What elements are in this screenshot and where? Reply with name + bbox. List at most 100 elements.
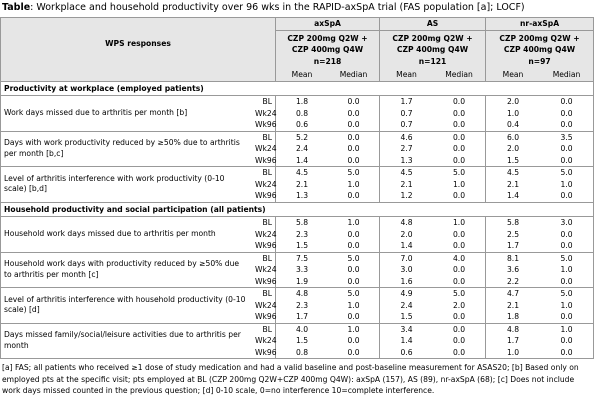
timepoint: BL bbox=[252, 323, 276, 335]
value-cell: 6.0 bbox=[506, 132, 520, 142]
value-cell: 2.0 bbox=[506, 97, 520, 106]
value-cell: 1.0 bbox=[506, 108, 520, 118]
value-cell: 0.0 bbox=[328, 346, 380, 359]
row-label: Days missed family/social/leisure activi… bbox=[1, 324, 252, 359]
row-label-header: WPS responses bbox=[1, 18, 276, 69]
treatment-line: CZP 200mg Q2W + bbox=[392, 33, 473, 43]
value-cell: 1.5 bbox=[486, 155, 541, 167]
data-row: Days missed family/social/leisure activi… bbox=[1, 323, 594, 359]
empty-cell bbox=[1, 69, 276, 82]
value-cell: 5.0 bbox=[540, 288, 594, 300]
value-cell: 0.7 bbox=[380, 119, 433, 132]
value-cell: 2.1 bbox=[400, 179, 413, 189]
value-cell: 0.0 bbox=[433, 131, 487, 143]
data-row: Days with work productivity reduced by ≥… bbox=[1, 131, 594, 167]
row-label: Household work days with productivity re… bbox=[1, 253, 252, 288]
group-treatment: CZP 200mg Q2W + CZP 400mg Q4W n=97 bbox=[486, 30, 594, 69]
value-cell: 0.0 bbox=[433, 190, 487, 203]
value-cell: 3.6 bbox=[506, 265, 520, 274]
value-cell: 0.0 bbox=[433, 275, 487, 288]
value-cell: 0.0 bbox=[433, 154, 487, 167]
stat-header: Median bbox=[540, 69, 594, 82]
value-cell: 1.2 bbox=[380, 190, 433, 203]
value-cell: 0.0 bbox=[540, 335, 594, 347]
title-text: : Workplace and household productivity o… bbox=[30, 2, 525, 13]
treatment-line: CZP 200mg Q2W + bbox=[499, 33, 580, 43]
value-cell: 4.7 bbox=[506, 289, 520, 298]
treatment-line: CZP 400mg Q4W bbox=[503, 45, 576, 54]
value-cell: 2.4 bbox=[400, 300, 413, 310]
data-row: Level of arthritis interference with hou… bbox=[1, 288, 594, 324]
timepoint: Wk96 bbox=[252, 154, 277, 167]
value-cell: 0.0 bbox=[433, 335, 487, 347]
data-row: Wk96 1.5 0.0 1.4 0.0 1.7 0.0 bbox=[1, 240, 594, 253]
header-row: CZP 200mg Q2W + CZP 400mg Q4W n=218 CZP 200… bbox=[1, 30, 594, 69]
value-cell: 0.0 bbox=[433, 346, 487, 359]
value-cell: 5.0 bbox=[328, 252, 380, 264]
value-cell: 0.0 bbox=[328, 275, 380, 288]
value-cell: 5.0 bbox=[433, 167, 487, 179]
value-cell: 0.0 bbox=[540, 190, 594, 203]
value-cell: 4.9 bbox=[400, 289, 413, 298]
value-cell: 5.0 bbox=[540, 167, 594, 179]
data-row: Wk24 1.5 0.0 1.4 0.0 1.7 0.0 bbox=[1, 335, 594, 347]
group-n: n=218 bbox=[313, 56, 342, 66]
treatment-line: CZP 400mg Q4W bbox=[291, 45, 364, 54]
value-cell: 0.0 bbox=[433, 143, 487, 155]
value-cell: 5.0 bbox=[328, 167, 380, 179]
value-cell: 0.0 bbox=[540, 107, 594, 119]
value-cell: 5.8 bbox=[295, 218, 309, 227]
row-label: Level of arthritis interference with hou… bbox=[1, 288, 252, 324]
data-row: Wk24 3.3 0.0 3.0 0.0 3.6 1.0 bbox=[1, 264, 594, 276]
data-row: Wk96 1.9 0.0 1.6 0.0 2.2 0.0 bbox=[1, 275, 594, 288]
value-cell: 0.0 bbox=[540, 346, 594, 359]
data-row: Household work days with productivity re… bbox=[1, 252, 594, 288]
value-cell: 0.0 bbox=[328, 264, 380, 276]
title-label: Table bbox=[2, 2, 31, 13]
treatment-line: CZP 400mg Q4W bbox=[396, 45, 469, 54]
data-table: WPS responses axSpA AS nr-axSpA CZP 200mg Q2… bbox=[0, 17, 594, 359]
value-cell: 4.8 bbox=[506, 324, 520, 334]
value-cell: 1.0 bbox=[328, 217, 380, 229]
row-label: Level of arthritis interference with wor… bbox=[1, 167, 252, 203]
header-row: Mean Median Mean Median Mean Median bbox=[1, 69, 594, 82]
value-cell: 1.4 bbox=[400, 336, 413, 345]
timepoint: Wk96 bbox=[252, 275, 277, 288]
value-cell: 1.4 bbox=[276, 155, 328, 167]
value-cell: 4.0 bbox=[295, 324, 309, 334]
value-cell: 1.3 bbox=[380, 155, 433, 167]
value-cell: 1.0 bbox=[540, 178, 594, 190]
value-cell: 1.5 bbox=[295, 336, 309, 345]
value-cell: 0.0 bbox=[540, 154, 594, 167]
value-cell: 0.0 bbox=[433, 311, 487, 324]
section-row: Productivity at workplace (employed pati… bbox=[1, 81, 594, 96]
table-title: Table: Workplace and household productiv… bbox=[0, 0, 594, 17]
value-cell: 0.0 bbox=[540, 228, 594, 240]
value-cell: 1.8 bbox=[295, 97, 309, 106]
section-row: Household productivity and social partic… bbox=[1, 202, 594, 217]
value-cell: 1.5 bbox=[380, 311, 433, 324]
value-cell: 0.0 bbox=[328, 107, 380, 119]
value-cell: 3.3 bbox=[295, 265, 309, 274]
group-name: axSpA bbox=[276, 18, 380, 31]
value-cell: 0.0 bbox=[328, 143, 380, 155]
value-cell: 0.0 bbox=[328, 131, 380, 143]
value-cell: 0.0 bbox=[540, 119, 594, 132]
data-row: Wk24 2.4 0.0 2.7 0.0 2.0 0.0 bbox=[1, 143, 594, 155]
value-cell: 2.0 bbox=[433, 299, 487, 311]
value-cell: 2.3 bbox=[295, 300, 309, 310]
value-cell: 0.4 bbox=[486, 119, 541, 132]
timepoint: Wk24 bbox=[252, 228, 277, 240]
value-cell: 4.8 bbox=[295, 289, 309, 298]
value-cell: 5.8 bbox=[506, 218, 520, 227]
timepoint: Wk96 bbox=[252, 190, 277, 203]
value-cell: 5.0 bbox=[540, 252, 594, 264]
value-cell: 7.0 bbox=[400, 253, 413, 263]
value-cell: 1.0 bbox=[486, 347, 541, 359]
value-cell: 2.5 bbox=[506, 229, 520, 239]
value-cell: 1.0 bbox=[328, 178, 380, 190]
value-cell: 2.0 bbox=[506, 144, 520, 153]
data-row: Household work days missed due to arthri… bbox=[1, 217, 594, 253]
value-cell: 0.0 bbox=[540, 311, 594, 324]
